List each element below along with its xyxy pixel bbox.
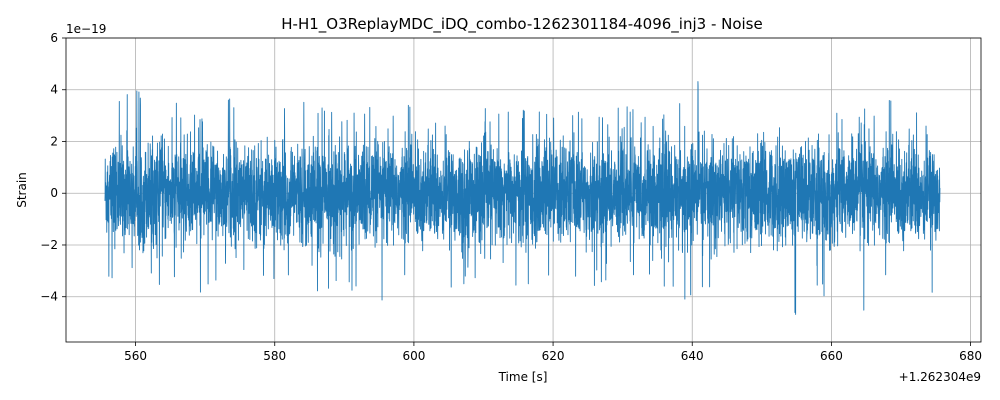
y-tick-label: 6 <box>50 31 58 45</box>
x-tick-label: 680 <box>959 349 982 363</box>
y-tick-label: −4 <box>40 290 58 304</box>
x-offset-label: +1.262304e9 <box>899 370 981 384</box>
series-layer <box>104 81 941 315</box>
x-tick-label: 640 <box>681 349 704 363</box>
y-tick-label: 0 <box>50 186 58 200</box>
y-tick-label: −2 <box>40 238 58 252</box>
x-tick-label: 660 <box>820 349 843 363</box>
y-tick-label: 2 <box>50 134 58 148</box>
noise-series-line <box>104 81 941 315</box>
y-scale-label: 1e−19 <box>66 22 106 36</box>
chart-title: H-H1_O3ReplayMDC_iDQ_combo-1262301184-40… <box>281 15 762 34</box>
x-tick-label: 580 <box>263 349 286 363</box>
x-tick-label: 620 <box>542 349 565 363</box>
y-axis-label: Strain <box>15 172 29 208</box>
x-tick-label: 560 <box>124 349 147 363</box>
y-tick-label: 4 <box>50 83 58 97</box>
plot-frame <box>65 37 982 343</box>
ticks-layer: 560 580 600 620 640 660 680 −4 −2 0 2 4 6 <box>40 31 982 363</box>
x-tick-label: 600 <box>402 349 425 363</box>
x-axis-label: Time [s] <box>498 370 548 384</box>
